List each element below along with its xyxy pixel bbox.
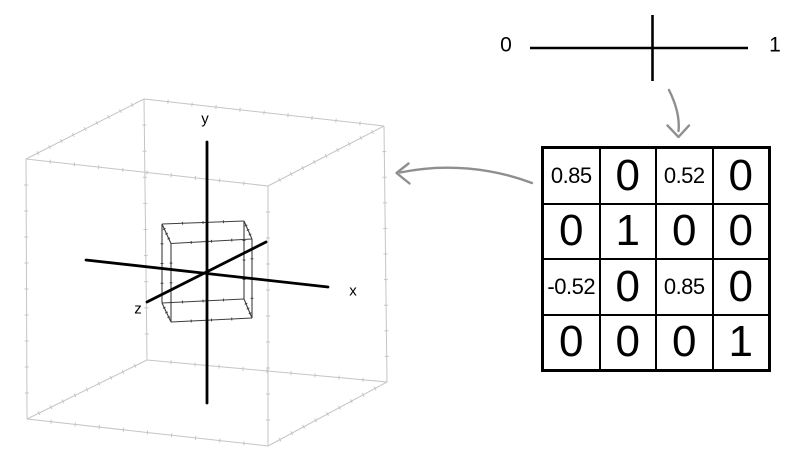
edge-tick-mark (121, 369, 125, 374)
edge-tick-mark (97, 381, 101, 386)
edge-tick-mark (313, 159, 316, 165)
edge-tick-mark (162, 306, 166, 309)
edge-tick-mark (246, 307, 250, 310)
matrix-cell: 0 (599, 314, 656, 370)
arrow-shaft (398, 166, 534, 185)
edge-tick-mark (289, 171, 293, 177)
edge-tick-mark (244, 302, 248, 305)
matrix-cell: 0 (712, 259, 769, 315)
edge-tick-mark (359, 135, 363, 141)
edge-tick-mark (48, 144, 51, 150)
number-line-min-label: 0 (500, 33, 512, 57)
coordinate-axes (84, 140, 330, 405)
matrix-cell: 0 (599, 259, 656, 315)
matrix-cell: 0 (656, 203, 713, 259)
matrix-cell: 1 (712, 314, 769, 370)
number-line-max-label: 1 (769, 33, 781, 57)
matrix-cell: 0 (712, 203, 769, 259)
x-axis-label: x (349, 282, 357, 300)
matrix-cell: 1 (599, 203, 656, 259)
edge-tick-mark (61, 399, 65, 404)
edge-tick-mark (336, 147, 339, 153)
edge-tick-mark (109, 375, 113, 380)
edge-tick-mark (302, 424, 306, 429)
matrix-cell: 0 (599, 148, 656, 204)
edge-tick-mark (71, 132, 75, 138)
curved-arrow-down-icon (666, 88, 691, 139)
matrix-cell: 0 (712, 148, 769, 204)
edge-tick-mark (361, 392, 365, 397)
matrix-cell: -0.52 (543, 259, 600, 315)
edge-tick-mark (347, 141, 351, 147)
edge-tick-mark (326, 411, 329, 417)
edge-tick-mark (95, 120, 99, 126)
edge-tick-mark (338, 405, 341, 410)
arrow-head (666, 124, 691, 139)
edge-tick-mark (246, 228, 250, 232)
rotation-matrix: 0.85 0 0.52 0 0 1 0 0 -0.52 0 0.85 0 0 0 0 1 (541, 146, 771, 372)
edge-tick-mark (244, 224, 248, 227)
matrix-cell: 0 (543, 314, 600, 370)
edge-tick-mark (301, 165, 305, 171)
edge-tick-mark (165, 232, 168, 235)
edge-tick-mark (290, 431, 294, 436)
z-axis-label: z (134, 300, 142, 318)
edge-tick-mark (83, 126, 87, 132)
edge-tick-mark (37, 411, 41, 416)
edge-tick-mark (373, 386, 377, 391)
matrix-cell: 0.85 (656, 259, 713, 315)
edge-tick-mark (162, 227, 166, 230)
edge-tick-mark (371, 129, 374, 135)
edge-tick-mark (278, 437, 282, 442)
matrix-cell: 0.85 (543, 148, 600, 204)
matrix-cell: 0.52 (656, 148, 713, 204)
edge-tick-mark (324, 153, 328, 159)
edge-tick-mark (49, 405, 53, 410)
edge-tick-mark (60, 138, 63, 144)
edge-tick-mark (314, 418, 317, 423)
x-axis (84, 258, 330, 289)
edge-tick-mark (167, 237, 171, 240)
edge-tick-mark (164, 311, 169, 314)
matrix-cell: 0 (543, 203, 600, 259)
unit-cube (160, 220, 254, 323)
edge-tick-mark (248, 312, 252, 315)
edge-tick-mark (107, 114, 110, 120)
edge-tick-mark (85, 387, 89, 392)
curved-arrow-left-icon (395, 162, 534, 185)
edge-tick-mark (278, 177, 281, 183)
y-axis-label: y (201, 110, 209, 128)
edge-tick-mark (130, 102, 134, 108)
z-axis (145, 240, 268, 304)
edge-tick-mark (36, 150, 40, 156)
outer-bounding-cube (24, 98, 389, 447)
matrix-cell: 0 (656, 314, 713, 370)
arrow-shaft (667, 88, 680, 133)
edge-tick-mark (73, 393, 77, 398)
arrow-head (395, 162, 411, 185)
edge-tick-mark (248, 233, 252, 236)
edge-tick-mark (133, 363, 137, 368)
edge-tick-mark (167, 316, 171, 319)
edge-tick-mark (119, 108, 122, 114)
number-line (530, 15, 748, 81)
edge-tick-mark (349, 399, 353, 404)
